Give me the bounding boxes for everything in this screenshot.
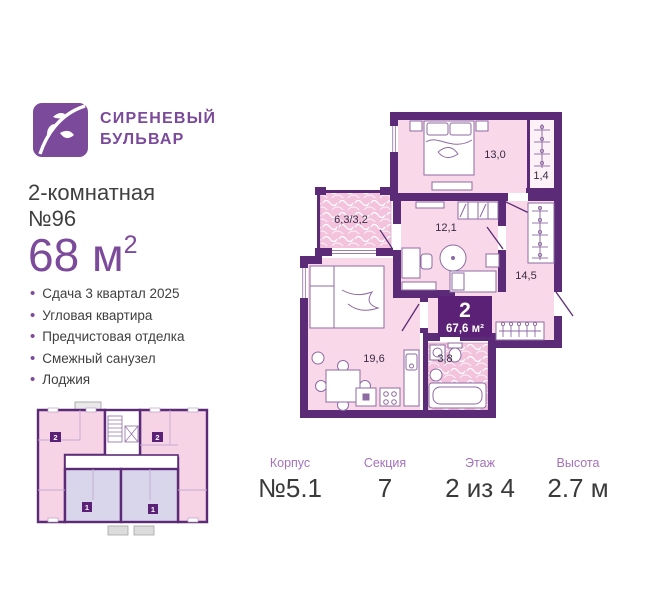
detail-value: 2 из 4: [445, 473, 515, 503]
detail-etazh: Этаж 2 из 4: [445, 456, 515, 504]
feature-item: • Сдача 3 квартал 2025: [30, 285, 180, 302]
detail-label: Высота: [556, 456, 600, 470]
detail-label: Секция: [363, 456, 407, 470]
detail-label: Этаж: [465, 456, 495, 470]
detail-value: 2.7 м: [547, 473, 609, 503]
plan-windows: [300, 126, 562, 341]
mini-plan-shapes: [36, 401, 209, 536]
mini-badge: 1: [85, 503, 89, 512]
area-superscript: 2: [123, 231, 138, 259]
bullet-dot-icon: •: [30, 306, 36, 324]
room-label-bathroom: 3,8: [437, 353, 452, 365]
bullet-dot-icon: •: [30, 285, 36, 302]
floor-plan: 13,0 1,4 6,3/3,2 12,1 14,5 19,6 3,8 2 67…: [300, 112, 574, 418]
detail-label: Корпус: [269, 456, 311, 470]
mini-badge: 2: [53, 433, 57, 442]
mini-badge: 2: [155, 433, 159, 442]
feature-list: • Сдача 3 квартал 2025 • Угловая квартира …: [30, 283, 185, 391]
section-mini-plan: 2 2 1 1: [36, 401, 209, 536]
room-label-hallway: 14,5: [515, 270, 536, 282]
feature-item: • Смежный санузел: [30, 349, 156, 367]
brand-name-line1: СИРЕНЕВЫЙ: [100, 110, 217, 127]
bullet-dot-icon: •: [30, 349, 36, 367]
room-label-balcony: 1,4: [533, 170, 548, 182]
badge-rooms-count: 2: [459, 299, 471, 322]
feature-item: • Угловая квартира: [30, 306, 153, 324]
badge-total-area: 67,6 м²: [446, 323, 484, 335]
room-label-loggia: 6,3/3,2: [334, 214, 368, 226]
room-label-bedroom: 13,0: [484, 149, 505, 161]
apartment-type-line: 2-комнатная: [28, 180, 156, 205]
brand-logo-icon: [33, 103, 88, 157]
apartment-number: №96: [28, 206, 77, 231]
bullet-dot-icon: •: [30, 371, 36, 388]
detail-vysota: Высота 2.7 м: [547, 456, 608, 504]
room-label-room2: 12,1: [435, 222, 456, 234]
area-value: 68 м: [28, 229, 124, 281]
plan-furniture: [309, 120, 555, 411]
room-label-living: 19,6: [363, 353, 384, 365]
plan-room-labels: 13,0 1,4 6,3/3,2 12,1 14,5 19,6 3,8: [334, 149, 548, 365]
feature-item: • Лоджия: [30, 371, 91, 388]
apartment-badge: 2 67,6 м²: [438, 296, 492, 337]
detail-value: 7: [377, 473, 393, 503]
brand-name: СИРЕНЕВЫЙ БУЛЬВАР: [100, 108, 216, 150]
brand-name-line2: БУЛЬВАР: [100, 131, 185, 148]
bullet-dot-icon: •: [30, 328, 36, 345]
detail-sekcia: Секция 7: [364, 456, 406, 504]
detail-value: №5.1: [257, 473, 323, 503]
apartment-area: 68 м2: [28, 228, 137, 282]
mini-plan-badges: 2 2 1 1: [50, 432, 163, 514]
feature-item: • Предчистовая отделка: [30, 328, 185, 345]
detail-korpus: Корпус №5.1: [258, 456, 322, 504]
apartment-type-title: 2-комнатная №96: [28, 180, 155, 232]
mini-badge: 1: [151, 505, 155, 514]
